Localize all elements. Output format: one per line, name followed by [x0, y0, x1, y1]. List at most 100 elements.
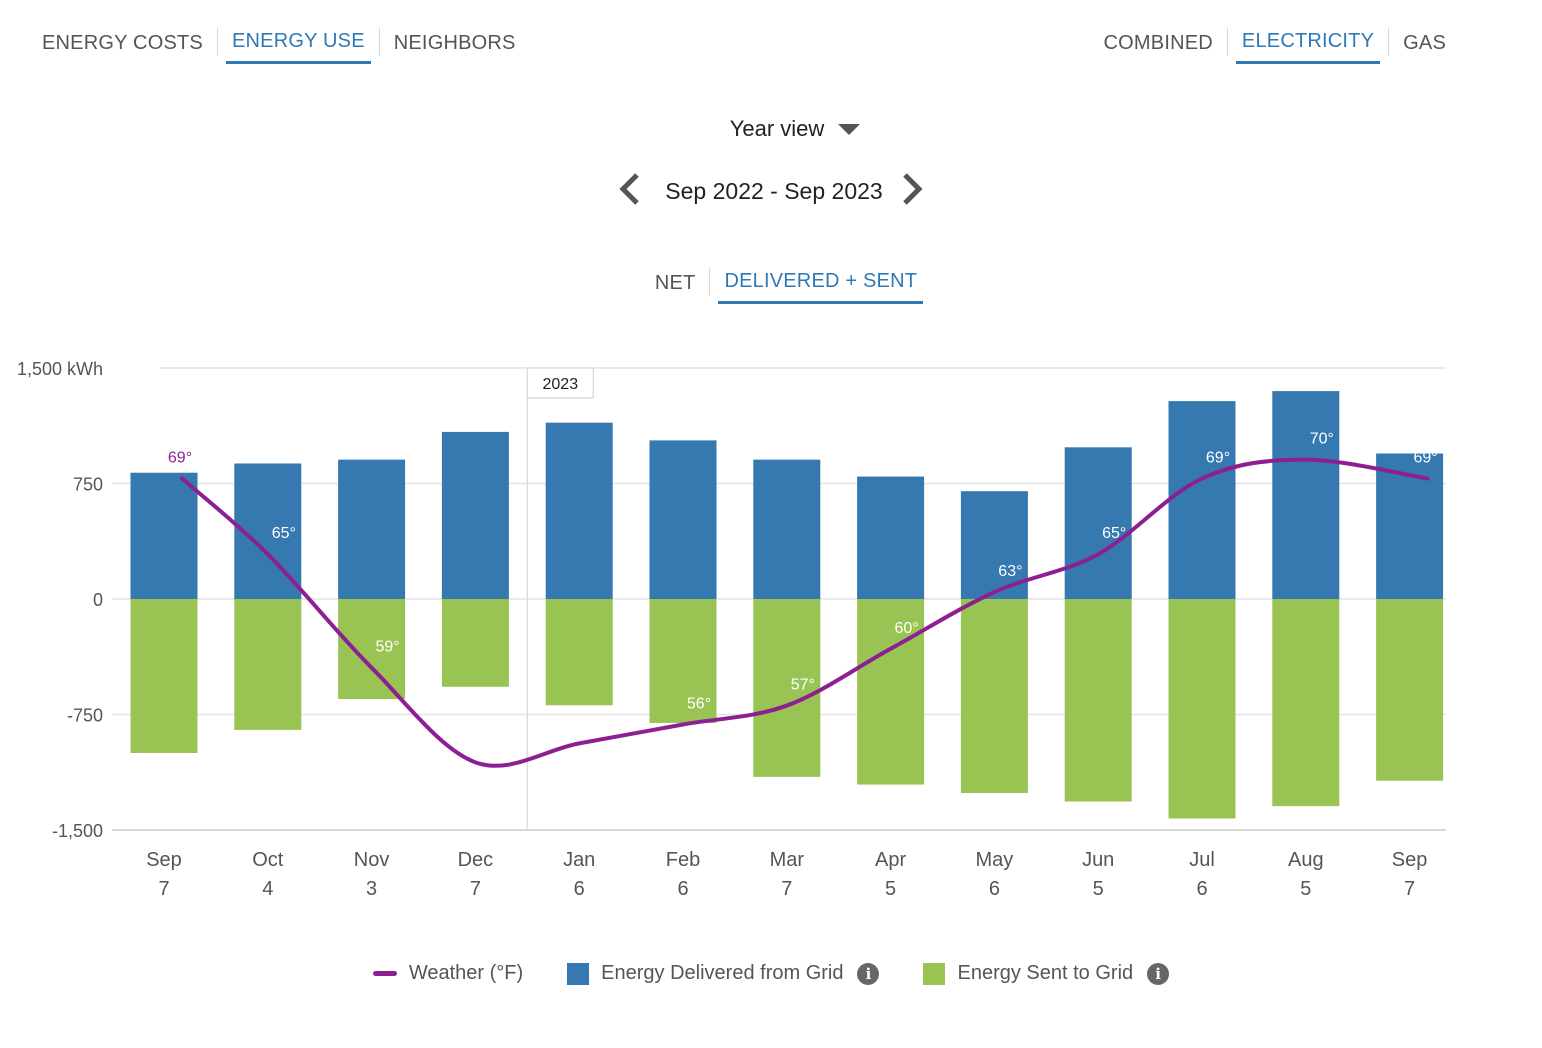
- y-tick-label: 0: [93, 590, 103, 610]
- tab-delivered-sent[interactable]: DELIVERED + SENT: [718, 268, 924, 304]
- tab-electricity[interactable]: ELECTRICITY: [1235, 28, 1381, 64]
- legend-weather[interactable]: Weather (°F): [372, 962, 524, 985]
- delivered-bar: [338, 459, 406, 599]
- delivered-bar: [130, 472, 198, 599]
- x-tick-month: Dec: [458, 849, 494, 871]
- y-tick-label: -1,500: [52, 821, 103, 841]
- weather-label: 63°: [998, 563, 1022, 580]
- x-tick-month: Apr: [875, 849, 906, 871]
- chevron-right-icon[interactable]: [899, 172, 925, 211]
- view-selector[interactable]: Year view: [0, 116, 1542, 142]
- legend-sent-label: Energy Sent to Grid: [957, 962, 1134, 984]
- y-tick-label: 750: [73, 475, 103, 495]
- legend-delivered[interactable]: Energy Delivered from Grid i: [567, 962, 880, 985]
- weather-label: 55°: [583, 714, 607, 731]
- sent-swatch: [923, 962, 946, 985]
- x-tick-month: Feb: [666, 849, 700, 871]
- weather-label: 69°: [1206, 450, 1230, 467]
- energy-view-tabs: ENERGY COSTS ENERGY USE NEIGHBORS: [36, 28, 522, 64]
- fuel-type-tabs: COMBINED ELECTRICITY GAS: [1098, 28, 1452, 64]
- tab-neighbors[interactable]: NEIGHBORS: [393, 31, 516, 54]
- x-tick-month: May: [976, 849, 1014, 871]
- period-label: Sep 2022 - Sep 2023: [665, 178, 883, 204]
- tab-combined[interactable]: COMBINED: [1103, 31, 1213, 54]
- delivered-bar: [753, 459, 821, 599]
- tab-net[interactable]: NET: [654, 271, 696, 294]
- chart-legend: Weather (°F) Energy Delivered from Grid …: [0, 962, 1542, 985]
- x-tick-month: Jul: [1189, 849, 1215, 871]
- sent-bar: [960, 599, 1028, 794]
- display-mode-tabs: NET DELIVERED + SENT: [0, 268, 1542, 304]
- legend-weather-label: Weather (°F): [408, 962, 524, 984]
- sent-bar: [1376, 599, 1444, 781]
- weather-label: 59°: [375, 639, 399, 656]
- x-tick-month: Sep: [146, 849, 182, 871]
- x-tick-month: Jun: [1082, 849, 1114, 871]
- weather-label: 69°: [1413, 450, 1437, 467]
- x-tick-day: 6: [574, 878, 585, 900]
- tab-gas[interactable]: GAS: [1403, 31, 1446, 54]
- x-tick-day: 6: [677, 878, 688, 900]
- x-tick-day: 5: [885, 878, 896, 900]
- sent-bar: [441, 599, 509, 687]
- delivered-bar: [649, 440, 717, 599]
- weather-label: 65°: [1102, 525, 1126, 542]
- x-tick-month: Oct: [252, 849, 284, 871]
- sent-bar: [234, 599, 302, 730]
- tab-divider: [709, 268, 711, 296]
- delivered-bar: [960, 491, 1028, 599]
- delivered-bar: [1272, 391, 1340, 599]
- x-tick-day: 7: [781, 878, 792, 900]
- sent-bar: [545, 599, 613, 706]
- chevron-left-icon[interactable]: [617, 172, 643, 211]
- weather-label: 60°: [894, 620, 918, 637]
- x-tick-day: 7: [1404, 878, 1415, 900]
- sent-bar: [649, 599, 717, 723]
- x-tick-day: 5: [1093, 878, 1104, 900]
- weather-label: 69°: [168, 450, 192, 467]
- x-tick-day: 7: [470, 878, 481, 900]
- sent-bar: [338, 599, 406, 700]
- legend-delivered-label: Energy Delivered from Grid: [601, 962, 844, 984]
- delivered-bar: [441, 431, 509, 599]
- sent-bar: [1168, 599, 1236, 819]
- delivered-bar: [1064, 447, 1132, 599]
- y-tick-label: 1,500 kWh: [17, 359, 103, 379]
- view-selector-label[interactable]: Year view: [729, 116, 825, 141]
- sent-bar: [130, 599, 198, 753]
- year-marker-label: 2023: [543, 376, 579, 393]
- weather-line: [180, 457, 1430, 768]
- period-navigator: Sep 2022 - Sep 2023: [0, 172, 1542, 211]
- delivered-bar: [857, 476, 925, 599]
- x-tick-month: Jan: [563, 849, 595, 871]
- tab-divider: [216, 28, 218, 56]
- sent-bar: [857, 599, 925, 785]
- tab-divider: [1388, 28, 1390, 56]
- x-tick-month: Mar: [770, 849, 805, 871]
- caret-down-icon[interactable]: [838, 123, 861, 135]
- weather-label: 56°: [687, 695, 711, 712]
- sent-bar: [753, 599, 821, 777]
- x-tick-day: 6: [989, 878, 1000, 900]
- tab-divider: [1226, 28, 1228, 56]
- weather-label: 65°: [272, 525, 296, 542]
- x-tick-month: Nov: [354, 849, 390, 871]
- delivered-swatch: [567, 962, 590, 985]
- tab-divider: [378, 28, 380, 56]
- x-tick-day: 3: [366, 878, 377, 900]
- x-tick-month: Sep: [1392, 849, 1428, 871]
- x-tick-day: 7: [158, 878, 169, 900]
- weather-label: 70°: [1310, 431, 1334, 448]
- info-icon[interactable]: i: [857, 962, 880, 985]
- sent-bar: [1064, 599, 1132, 802]
- info-icon[interactable]: i: [1147, 962, 1170, 985]
- sent-bar: [1272, 599, 1340, 807]
- energy-use-chart: 1,500 kWh 750 0 -750 -1,500 2023 Sep 7 Oct 4 Nov 3 D…: [17, 359, 1446, 900]
- tab-energy-costs[interactable]: ENERGY COSTS: [42, 31, 203, 54]
- x-tick-day: 6: [1196, 878, 1207, 900]
- x-tick-month: Aug: [1288, 849, 1324, 871]
- legend-sent[interactable]: Energy Sent to Grid i: [923, 962, 1170, 985]
- tab-energy-use[interactable]: ENERGY USE: [225, 28, 371, 64]
- weather-label: 57°: [791, 677, 815, 694]
- weather-label: 54°: [479, 733, 503, 750]
